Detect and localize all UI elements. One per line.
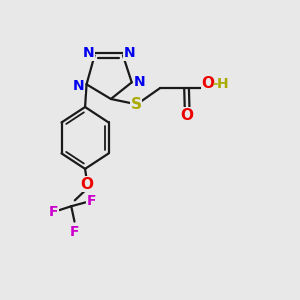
Text: F: F — [70, 225, 80, 239]
Text: O: O — [80, 177, 93, 192]
Text: F: F — [87, 194, 97, 208]
Text: F: F — [49, 205, 58, 219]
Text: N: N — [124, 46, 135, 60]
Text: S: S — [130, 97, 141, 112]
Text: N: N — [82, 46, 94, 60]
Text: O: O — [202, 76, 214, 92]
Text: H: H — [217, 77, 229, 91]
Text: N: N — [73, 79, 84, 93]
Text: N: N — [134, 75, 146, 89]
Text: O: O — [181, 108, 194, 123]
